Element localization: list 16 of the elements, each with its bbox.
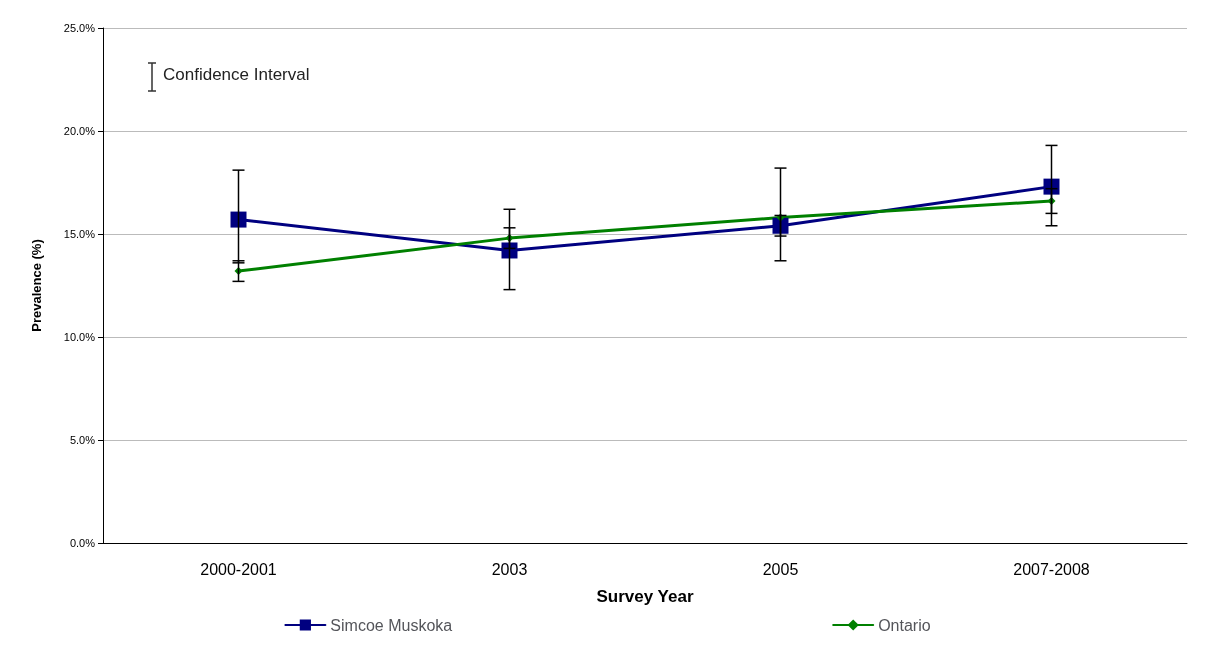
x-axis-title: Survey Year: [596, 587, 694, 606]
y-axis-title: Prevalence (%): [29, 239, 44, 332]
y-tick-label: 25.0%: [63, 22, 96, 34]
y-tick-label: 0.0%: [69, 537, 96, 549]
x-tick-label: 2000-2001: [200, 560, 277, 578]
point: [230, 211, 247, 228]
y-tick-label: 20.0%: [63, 125, 96, 137]
y-tick-label: 5.0%: [69, 434, 96, 446]
y-tick-label: 10.0%: [63, 331, 96, 343]
x-tick-label: 2003: [491, 560, 528, 578]
x-tick-label: 2005: [762, 560, 799, 578]
x-tick-label: 2007-2008: [1013, 560, 1090, 578]
annotation: Confidence Interval: [163, 65, 310, 84]
legend-label: Simcoe Muskoka: [330, 616, 453, 634]
legend-label: Ontario: [878, 616, 931, 634]
y-tick-label: 15.0%: [63, 228, 96, 240]
